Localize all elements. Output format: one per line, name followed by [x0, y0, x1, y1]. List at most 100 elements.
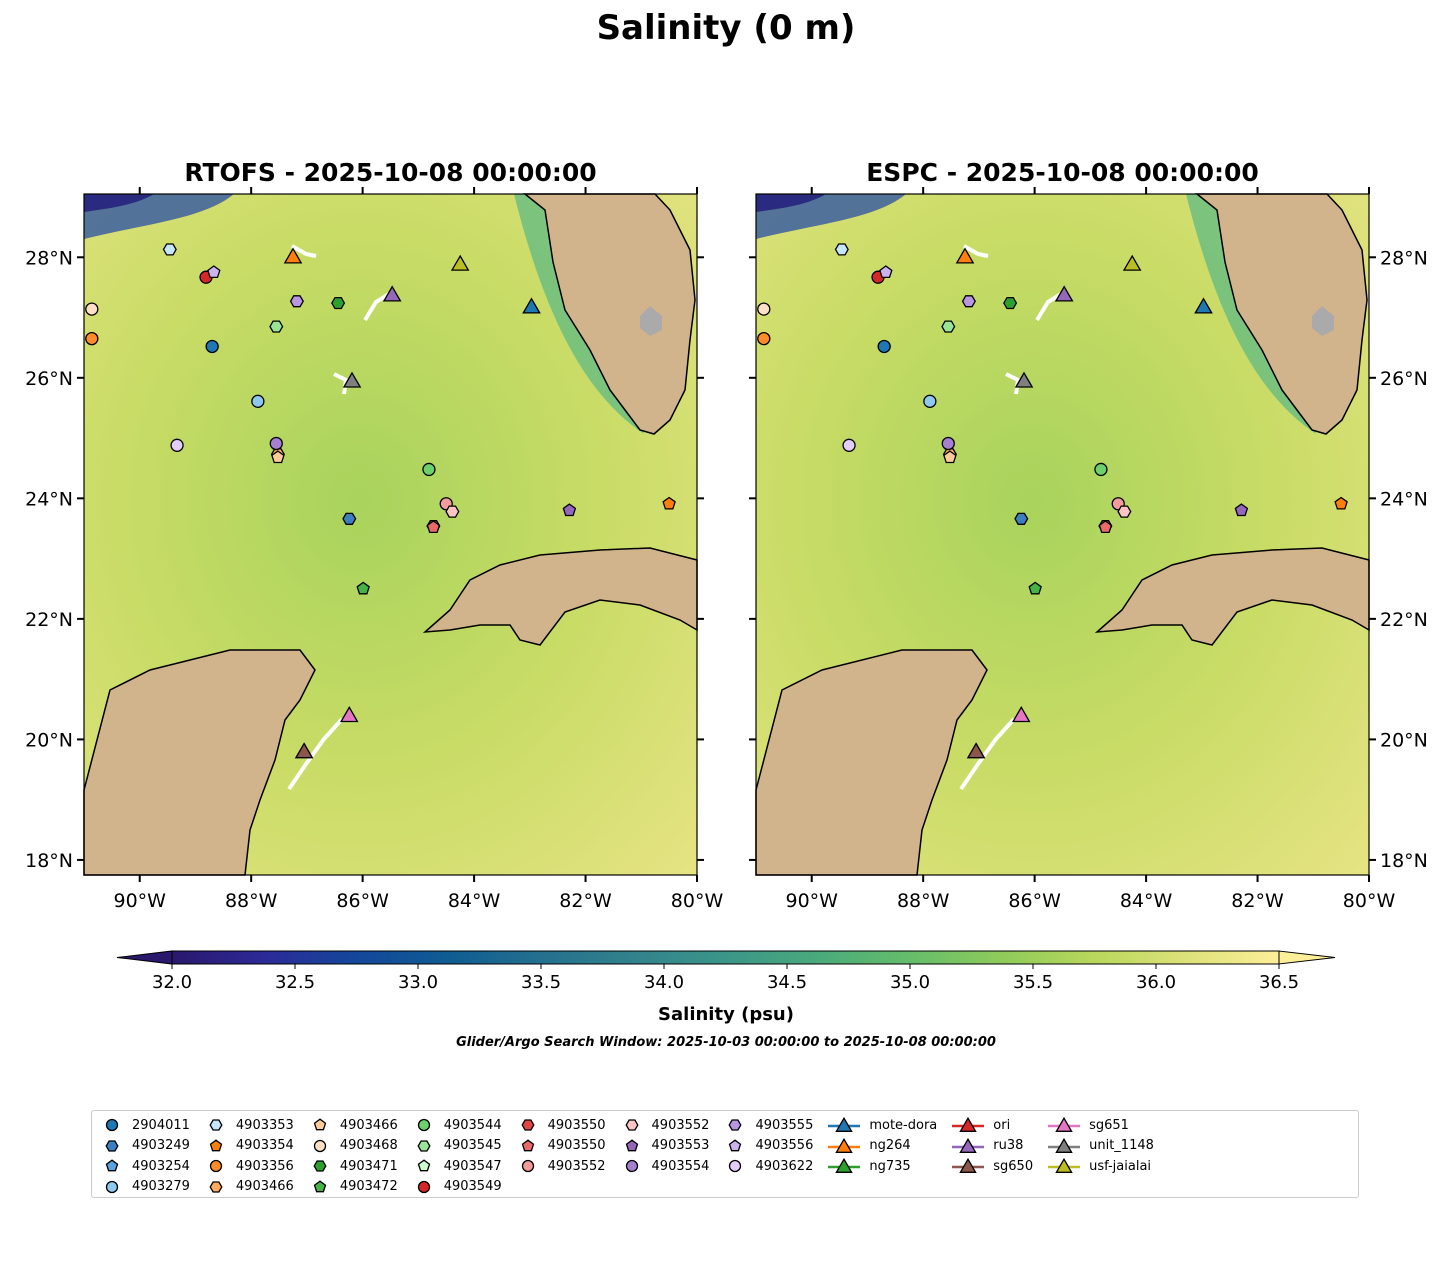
legend-marker: [209, 1139, 223, 1152]
marker-4903545: [941, 320, 956, 333]
legend-item: usf-jaialai: [1047, 1156, 1154, 1177]
pentagon-marker-icon: [625, 1139, 638, 1152]
legend-label: 4903550: [547, 1117, 606, 1133]
legend-item: 4903353: [204, 1115, 294, 1136]
triangle-marker-icon: [1048, 1158, 1081, 1174]
legend-item: sg651: [1047, 1115, 1154, 1136]
legend-column: 4903353 4903354 4903356 4903466: [204, 1115, 294, 1197]
pentagon-marker-icon: [105, 1159, 119, 1172]
legend-marker: [835, 1137, 854, 1153]
map-frame: [755, 193, 1370, 876]
legend-item: sg650: [951, 1156, 1033, 1177]
circle-marker-icon: [313, 1139, 326, 1152]
legend-label: 4903466: [235, 1179, 294, 1195]
marker-4903468: [85, 302, 99, 316]
colorbar-tick-label: 33.5: [521, 972, 561, 993]
y-tick-label: 26°N: [25, 368, 73, 390]
marker-ng264: [955, 247, 975, 264]
x-tick-label: 84°W: [448, 890, 501, 912]
glider-track: [291, 244, 317, 258]
glider-track: [963, 244, 989, 258]
legend-label: ru38: [993, 1138, 1024, 1154]
y-tick-label: 28°N: [1380, 247, 1428, 269]
x-tick-label: 82°W: [559, 890, 612, 912]
legend-marker: [728, 1119, 742, 1131]
glider-track: [959, 717, 1016, 791]
legend-marker: [1055, 1137, 1073, 1153]
legend-marker: [209, 1181, 223, 1193]
legend-marker: [313, 1118, 327, 1131]
legend-label: 4903353: [235, 1117, 294, 1133]
yucatan-land: [755, 649, 988, 876]
marker-4903356: [85, 331, 99, 346]
y-tick-label: 22°N: [1380, 609, 1428, 631]
legend-marker: [105, 1140, 119, 1152]
hexagon-marker-icon: [521, 1119, 535, 1131]
legend-item: 4903254: [100, 1156, 190, 1177]
legend-label: 4903472: [339, 1179, 398, 1195]
lake-okeechobee: [1312, 306, 1334, 336]
legend-marker: [417, 1119, 430, 1132]
triangle-marker-icon: [828, 1137, 861, 1153]
legend-item: 4903466: [308, 1115, 398, 1136]
legend-marker: [1055, 1158, 1073, 1174]
marker-4903471: [1003, 296, 1018, 310]
search-window-text: Glider/Argo Search Window: 2025-10-03 00…: [456, 1035, 996, 1050]
legend-item: 4903547: [412, 1156, 502, 1177]
legend-label: unit_1148: [1089, 1138, 1154, 1154]
marker-4903353: [162, 243, 177, 256]
legend-marker: [417, 1180, 430, 1193]
colorbar: [171, 950, 1280, 965]
marker-4903466: [271, 450, 285, 464]
legend-item: 4903550: [516, 1136, 606, 1157]
legend-label: 4903554: [651, 1158, 710, 1174]
legend-item: 4903468: [308, 1136, 398, 1157]
marker-4903552: [445, 505, 460, 518]
legend-item: 4903553: [620, 1136, 709, 1157]
marker-mote-dora: [522, 297, 541, 314]
circle-marker-icon: [105, 1180, 119, 1193]
y-tick-label: 24°N: [25, 488, 73, 510]
legend-item: 4903555: [723, 1115, 813, 1136]
y-tick-label: 20°N: [25, 729, 73, 751]
legend-column: sg651 unit_1148 usf-jaialai: [1047, 1115, 1154, 1197]
legend-label: 4903468: [339, 1138, 398, 1154]
marker-4903249: [342, 512, 357, 525]
legend-marker: [209, 1119, 223, 1131]
legend-label: 4903547: [443, 1158, 502, 1174]
legend-label: mote-dora: [869, 1117, 938, 1133]
legend-marker: [959, 1137, 977, 1153]
legend-item: 4903549: [412, 1177, 502, 1198]
legend-column: 4903466 4903468 4903471 4903472: [308, 1115, 398, 1197]
pentagon-marker-icon: [521, 1139, 534, 1152]
legend-marker: [313, 1139, 326, 1152]
marker-4903279: [251, 394, 265, 408]
legend-label: 4903471: [339, 1158, 398, 1174]
pentagon-marker-icon: [313, 1118, 327, 1131]
marker-2904011: [877, 339, 891, 354]
legend-item: 4903554: [620, 1156, 710, 1177]
legend-marker: [521, 1160, 534, 1173]
colorbar-tick-label: 34.5: [767, 972, 807, 993]
legend-label: 4903552: [651, 1117, 710, 1133]
y-tick-label: 20°N: [1380, 729, 1428, 751]
y-tick-label: 22°N: [25, 609, 73, 631]
y-tick-label: 24°N: [1380, 488, 1428, 510]
legend-marker: [625, 1139, 638, 1152]
legend-column: ori ru38 sg650: [951, 1115, 1033, 1197]
x-tick-label: 82°W: [1231, 890, 1284, 912]
marker-ng264: [283, 247, 303, 264]
legend-column: 4903552 4903553 4903554: [620, 1115, 710, 1197]
marker-4903472: [356, 581, 370, 595]
marker-4903354: [662, 496, 676, 510]
colorbar-extend-min: [116, 950, 173, 965]
colorbar-tick-label: 36.5: [1259, 972, 1299, 993]
legend-label: 4903556: [755, 1138, 814, 1154]
hexagon-marker-icon: [209, 1119, 223, 1131]
legend-item: 4903550: [516, 1115, 606, 1136]
legend-column: mote-dora ng264 ng735: [827, 1115, 937, 1197]
marker-usf-jaialai: [1122, 254, 1142, 271]
marker-sg651: [1011, 705, 1031, 723]
lake-okeechobee: [640, 306, 662, 336]
